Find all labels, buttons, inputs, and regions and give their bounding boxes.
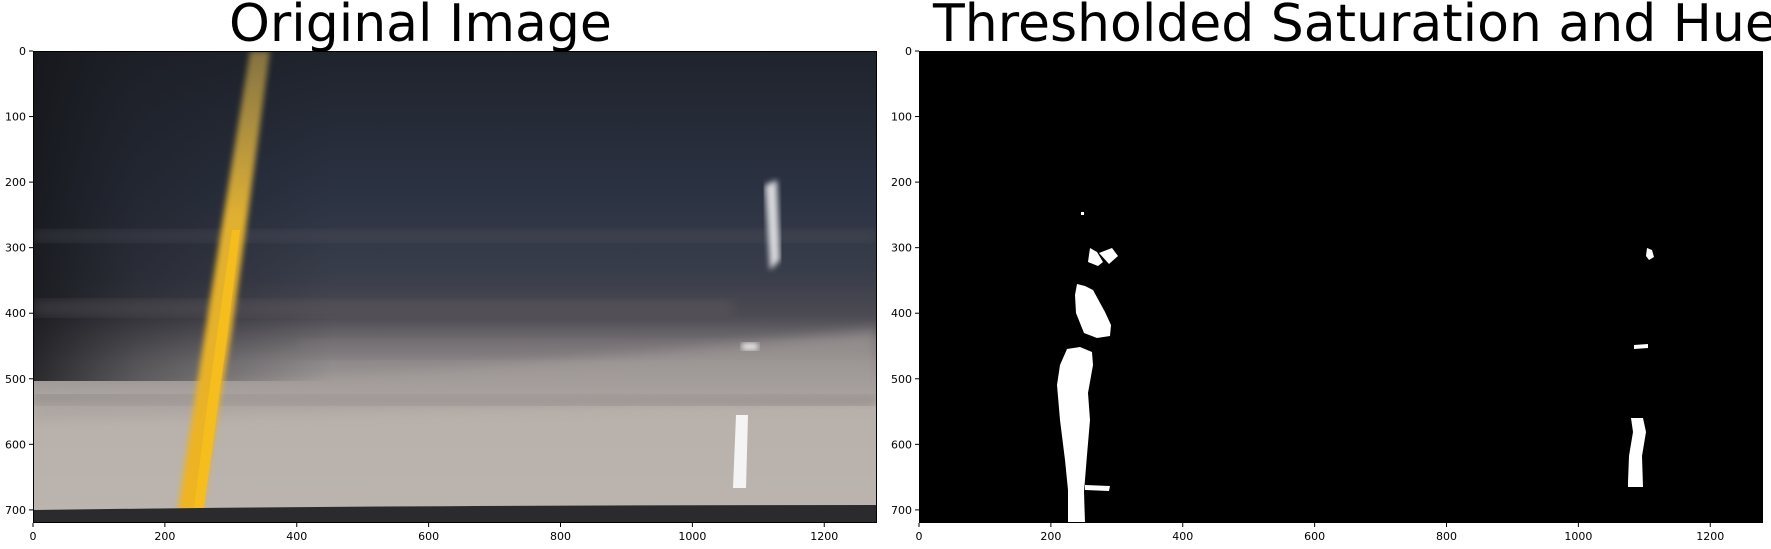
left-y-tick-label: 400 xyxy=(5,307,26,320)
right-axes-frame xyxy=(919,51,1763,523)
right-x-tick-label: 800 xyxy=(1436,530,1457,543)
left-x-tick-label: 1000 xyxy=(678,530,706,543)
original-road-image xyxy=(33,51,877,523)
left-x-tick-label: 200 xyxy=(154,530,175,543)
left-x-tick-label: 0 xyxy=(30,530,37,543)
right-y-tick-label: 100 xyxy=(891,111,912,124)
left-x-tick-label: 600 xyxy=(418,530,439,543)
left-x-tick-label: 800 xyxy=(550,530,571,543)
right-x-tick-label: 0 xyxy=(916,530,923,543)
left-y-tick-label: 0 xyxy=(19,45,26,58)
right-x-tick-label: 200 xyxy=(1040,530,1061,543)
right-x-tick-label: 400 xyxy=(1172,530,1193,543)
right-y-tick-label: 0 xyxy=(905,45,912,58)
right-y-tick-label: 600 xyxy=(891,438,912,451)
left-x-tick-label: 400 xyxy=(286,530,307,543)
right-x-tick-label: 1200 xyxy=(1696,530,1724,543)
thresholded-binary-image xyxy=(919,51,1763,523)
right-y-tick-label: 300 xyxy=(891,242,912,255)
right-y-tick-label: 500 xyxy=(891,373,912,386)
left-x-tick-label: 1200 xyxy=(810,530,838,543)
left-y-tick-label: 200 xyxy=(5,176,26,189)
left-y-tick-label: 600 xyxy=(5,438,26,451)
right-y-tick-label: 200 xyxy=(891,176,912,189)
right-y-tick-label: 400 xyxy=(891,307,912,320)
right-x-tick-label: 600 xyxy=(1304,530,1325,543)
left-y-tick-label: 300 xyxy=(5,242,26,255)
left-y-tick-label: 700 xyxy=(5,504,26,517)
left-axes-frame xyxy=(33,51,877,523)
left-y-tick-label: 500 xyxy=(5,373,26,386)
left-panel-title: Original Image xyxy=(229,0,612,54)
right-y-tick-label: 700 xyxy=(891,504,912,517)
right-panel-title: Thresholded Saturation and Hue xyxy=(933,0,1771,54)
left-y-tick-label: 100 xyxy=(5,111,26,124)
right-x-tick-label: 1000 xyxy=(1564,530,1592,543)
